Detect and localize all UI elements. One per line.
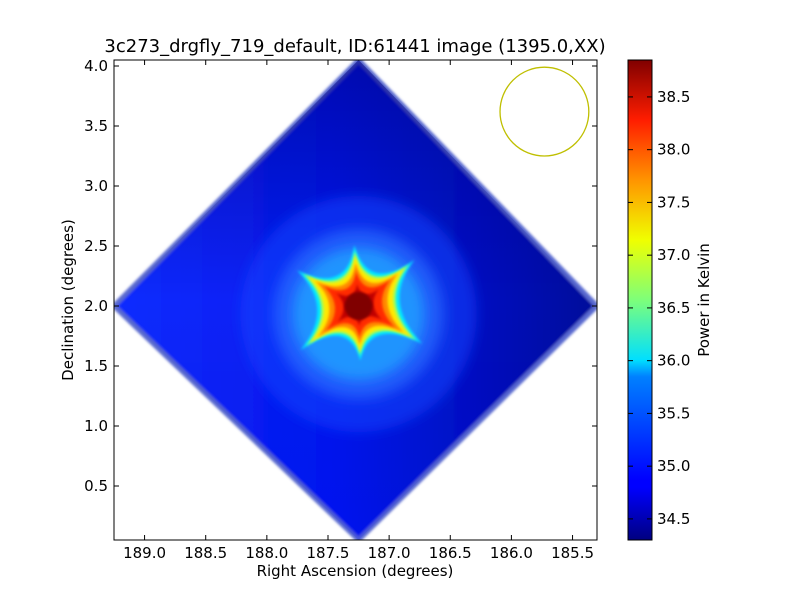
colorbar-gradient bbox=[628, 60, 652, 540]
y-tick-label: 1.0 bbox=[84, 417, 108, 435]
x-tick-label: 187.5 bbox=[307, 544, 350, 562]
x-tick-label: 188.0 bbox=[245, 544, 288, 562]
x-axis-label: Right Ascension (degrees) bbox=[257, 562, 454, 580]
y-tick-label: 1.5 bbox=[84, 357, 108, 375]
colorbar-tick-label: 38.5 bbox=[657, 88, 690, 106]
colorbar-tick-label: 37.5 bbox=[657, 193, 690, 211]
colorbar-tick-label: 34.5 bbox=[657, 510, 690, 528]
x-tick-label: 188.5 bbox=[184, 544, 227, 562]
x-tick-label: 187.0 bbox=[368, 544, 411, 562]
x-tick-label: 185.5 bbox=[551, 544, 594, 562]
plot-area: 189.0 188.5 188.0 187.5 187.0 186.5 186.0 185.5… bbox=[84, 57, 598, 562]
colorbar-label: Power in Kelvin bbox=[695, 243, 713, 357]
y-tick-label: 2.0 bbox=[84, 297, 108, 315]
y-axis-label: Declination (degrees) bbox=[59, 219, 77, 381]
colorbar-tick-label: 36.5 bbox=[657, 299, 690, 317]
colorbar-frame bbox=[627, 59, 653, 541]
colorbar-tick-label: 36.0 bbox=[657, 352, 690, 370]
x-axis-ticks: 189.0 188.5 188.0 187.5 187.0 186.5 186.0 185.5 bbox=[123, 60, 594, 562]
heatmap-image bbox=[114, 60, 597, 540]
chart-title: 3c273_drgfly_719_default, ID:61441 image… bbox=[104, 36, 605, 57]
colorbar: 34.5 35.0 35.5 36.0 36.5 37.0 37.5 38.0 38.5 Pow… bbox=[627, 59, 713, 541]
y-axis-ticks: 0.5 1.0 1.5 2.0 2.5 3.0 3.5 4.0 bbox=[84, 57, 597, 495]
y-tick-label: 4.0 bbox=[84, 57, 108, 75]
colorbar-tick-label: 35.0 bbox=[657, 457, 690, 475]
source-peak bbox=[344, 292, 373, 320]
y-tick-label: 3.5 bbox=[84, 117, 108, 135]
y-tick-label: 0.5 bbox=[84, 477, 108, 495]
beam-circle bbox=[499, 66, 590, 157]
colorbar-tick-label: 35.5 bbox=[657, 404, 690, 422]
x-tick-label: 186.5 bbox=[429, 544, 472, 562]
x-tick-label: 186.0 bbox=[490, 544, 533, 562]
x-tick-label: 189.0 bbox=[123, 544, 166, 562]
colorbar-tick-label: 38.0 bbox=[657, 141, 690, 159]
colorbar-tick-label: 37.0 bbox=[657, 246, 690, 264]
colorbar-ticks: 34.5 35.0 35.5 36.0 36.5 37.0 37.5 38.0 38.5 bbox=[628, 88, 690, 528]
plot-frame bbox=[113, 59, 598, 541]
y-tick-label: 3.0 bbox=[84, 177, 108, 195]
y-tick-label: 2.5 bbox=[84, 237, 108, 255]
